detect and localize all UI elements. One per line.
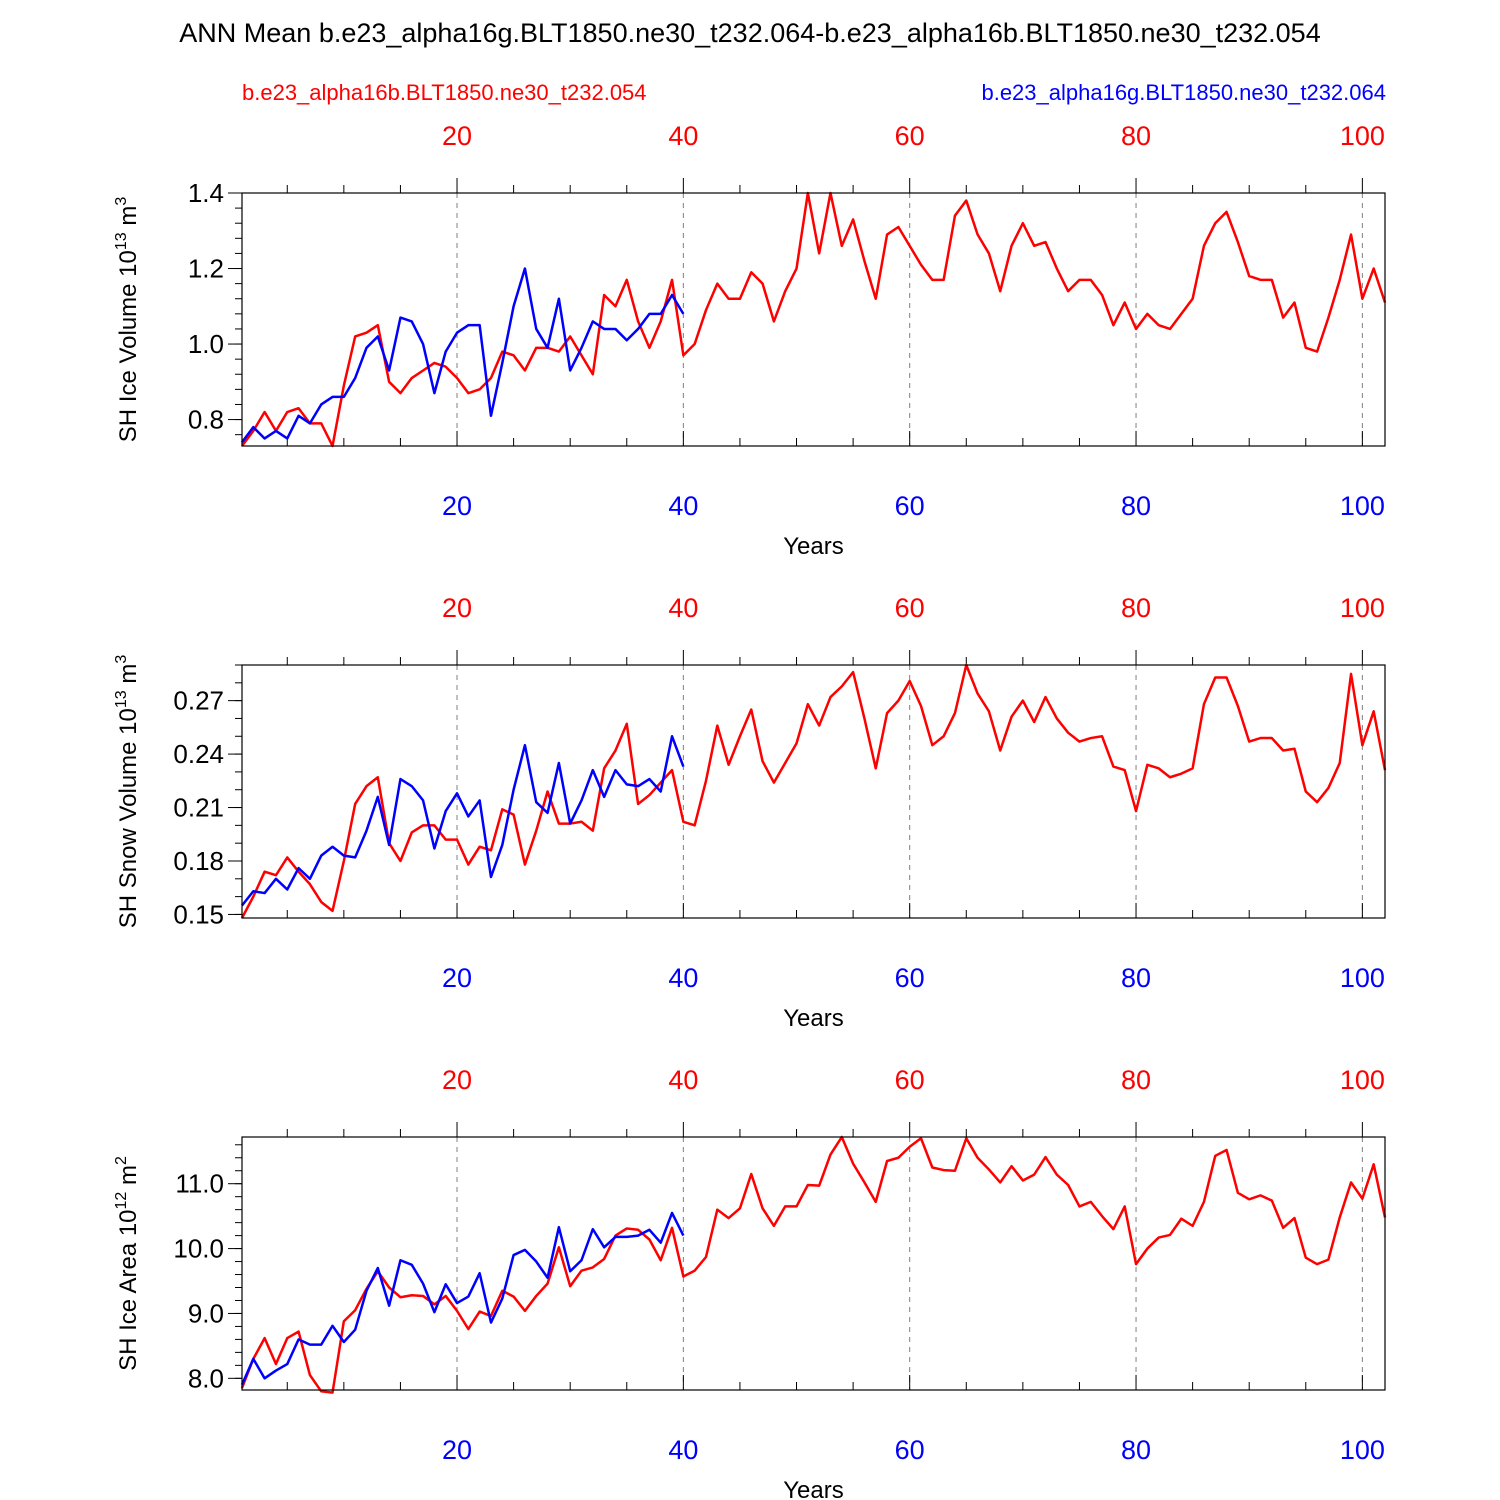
y-axis-label-part: m bbox=[115, 664, 142, 691]
y-tick-label: 8.0 bbox=[188, 1363, 224, 1393]
series-line-blue bbox=[240, 1211, 685, 1386]
x-tick-label-bottom: 20 bbox=[442, 491, 472, 521]
y-tick-label: 0.21 bbox=[173, 793, 224, 823]
y-tick-label: 1.0 bbox=[188, 329, 224, 359]
y-axis-label-superscript: 13 bbox=[113, 690, 130, 708]
y-tick-label: 0.15 bbox=[173, 899, 224, 929]
series-line-red bbox=[240, 1135, 1387, 1394]
x-tick-label-top: 20 bbox=[442, 1065, 472, 1095]
y-axis-label-superscript: 2 bbox=[113, 1156, 130, 1165]
chart-panel-1: 0.8 1.0 1.2 1.4 20 20 40 40 60 60 80 80 100 100 Years S… bbox=[113, 121, 1387, 560]
x-tick-label-bottom: 100 bbox=[1340, 491, 1385, 521]
y-axis-label-superscript: 12 bbox=[113, 1192, 130, 1210]
x-tick-label-bottom: 60 bbox=[895, 491, 925, 521]
y-axis-label-part: SH Snow Volume 10 bbox=[115, 708, 142, 928]
legend-blue-label: b.e23_alpha16g.BLT1850.ne30_t232.064 bbox=[981, 80, 1386, 105]
y-tick-label: 10.0 bbox=[173, 1234, 224, 1264]
x-axis-label: Years bbox=[783, 533, 844, 560]
chart-panel-2: 0.15 0.18 0.21 0.24 0.27 20 20 40 40 60 60 80 80 100 1… bbox=[113, 593, 1387, 1032]
y-tick-label: 11.0 bbox=[175, 1169, 224, 1199]
x-tick-label-bottom: 40 bbox=[668, 963, 698, 993]
chart-panel-3: 8.0 9.0 10.0 11.0 20 20 40 40 60 60 80 80 100 100 Year… bbox=[113, 1065, 1387, 1500]
y-axis-label: SH Ice Volume 1013 m3 bbox=[113, 197, 142, 443]
series-line-red bbox=[240, 663, 1387, 919]
plot-frame bbox=[241, 1136, 1386, 1391]
y-axis-label: SH Snow Volume 1013 m3 bbox=[113, 655, 142, 929]
x-axis-label: Years bbox=[783, 1005, 844, 1032]
x-tick-label-top: 40 bbox=[668, 121, 698, 151]
series-line-red bbox=[240, 191, 1387, 448]
x-tick-label-top: 40 bbox=[668, 593, 698, 623]
x-tick-label-bottom: 60 bbox=[895, 1435, 925, 1465]
x-tick-label-top: 40 bbox=[668, 1065, 698, 1095]
y-axis-label-part: m bbox=[115, 206, 142, 233]
x-tick-label-top: 20 bbox=[442, 593, 472, 623]
x-tick-label-bottom: 40 bbox=[668, 491, 698, 521]
x-tick-label-bottom: 20 bbox=[442, 1435, 472, 1465]
series-line-blue bbox=[240, 267, 685, 443]
x-tick-label-top: 60 bbox=[895, 121, 925, 151]
y-axis-label-superscript: 13 bbox=[113, 232, 130, 250]
x-tick-label-bottom: 40 bbox=[668, 1435, 698, 1465]
y-tick-label: 9.0 bbox=[188, 1298, 224, 1328]
x-axis-label: Years bbox=[783, 1477, 844, 1500]
y-axis-label-part: SH Ice Area 10 bbox=[115, 1209, 142, 1370]
x-tick-label-top: 60 bbox=[895, 593, 925, 623]
y-tick-label: 1.2 bbox=[188, 254, 224, 284]
x-tick-label-bottom: 20 bbox=[442, 963, 472, 993]
y-tick-label: 0.27 bbox=[173, 686, 224, 716]
x-tick-label-top: 100 bbox=[1340, 1065, 1385, 1095]
x-tick-label-top: 80 bbox=[1121, 121, 1151, 151]
y-tick-label: 0.18 bbox=[173, 846, 224, 876]
y-axis-label-superscript: 3 bbox=[113, 197, 130, 206]
x-tick-label-bottom: 100 bbox=[1340, 963, 1385, 993]
x-tick-label-top: 100 bbox=[1340, 121, 1385, 151]
x-tick-label-top: 60 bbox=[895, 1065, 925, 1095]
x-tick-label-bottom: 60 bbox=[895, 963, 925, 993]
x-tick-label-top: 80 bbox=[1121, 593, 1151, 623]
x-tick-label-bottom: 100 bbox=[1340, 1435, 1385, 1465]
x-tick-label-top: 80 bbox=[1121, 1065, 1151, 1095]
legend-red-label: b.e23_alpha16b.BLT1850.ne30_t232.054 bbox=[242, 80, 647, 105]
x-tick-label-bottom: 80 bbox=[1121, 963, 1151, 993]
series-line-blue bbox=[241, 735, 685, 907]
y-tick-label: 1.4 bbox=[188, 178, 224, 208]
y-tick-label: 0.24 bbox=[173, 739, 224, 769]
plot-frame bbox=[241, 664, 1386, 919]
y-axis-label-part: m bbox=[115, 1165, 142, 1192]
y-axis-label-superscript: 3 bbox=[113, 655, 130, 664]
x-tick-label-top: 100 bbox=[1340, 593, 1385, 623]
x-tick-label-bottom: 80 bbox=[1121, 491, 1151, 521]
x-tick-label-top: 20 bbox=[442, 121, 472, 151]
y-tick-label: 0.8 bbox=[188, 405, 224, 435]
y-axis-label-part: SH Ice Volume 10 bbox=[115, 250, 142, 442]
plot-frame bbox=[241, 192, 1386, 447]
page-title: ANN Mean b.e23_alpha16g.BLT1850.ne30_t23… bbox=[179, 18, 1321, 48]
x-tick-label-bottom: 80 bbox=[1121, 1435, 1151, 1465]
y-axis-label: SH Ice Area 1012 m2 bbox=[113, 1156, 142, 1371]
